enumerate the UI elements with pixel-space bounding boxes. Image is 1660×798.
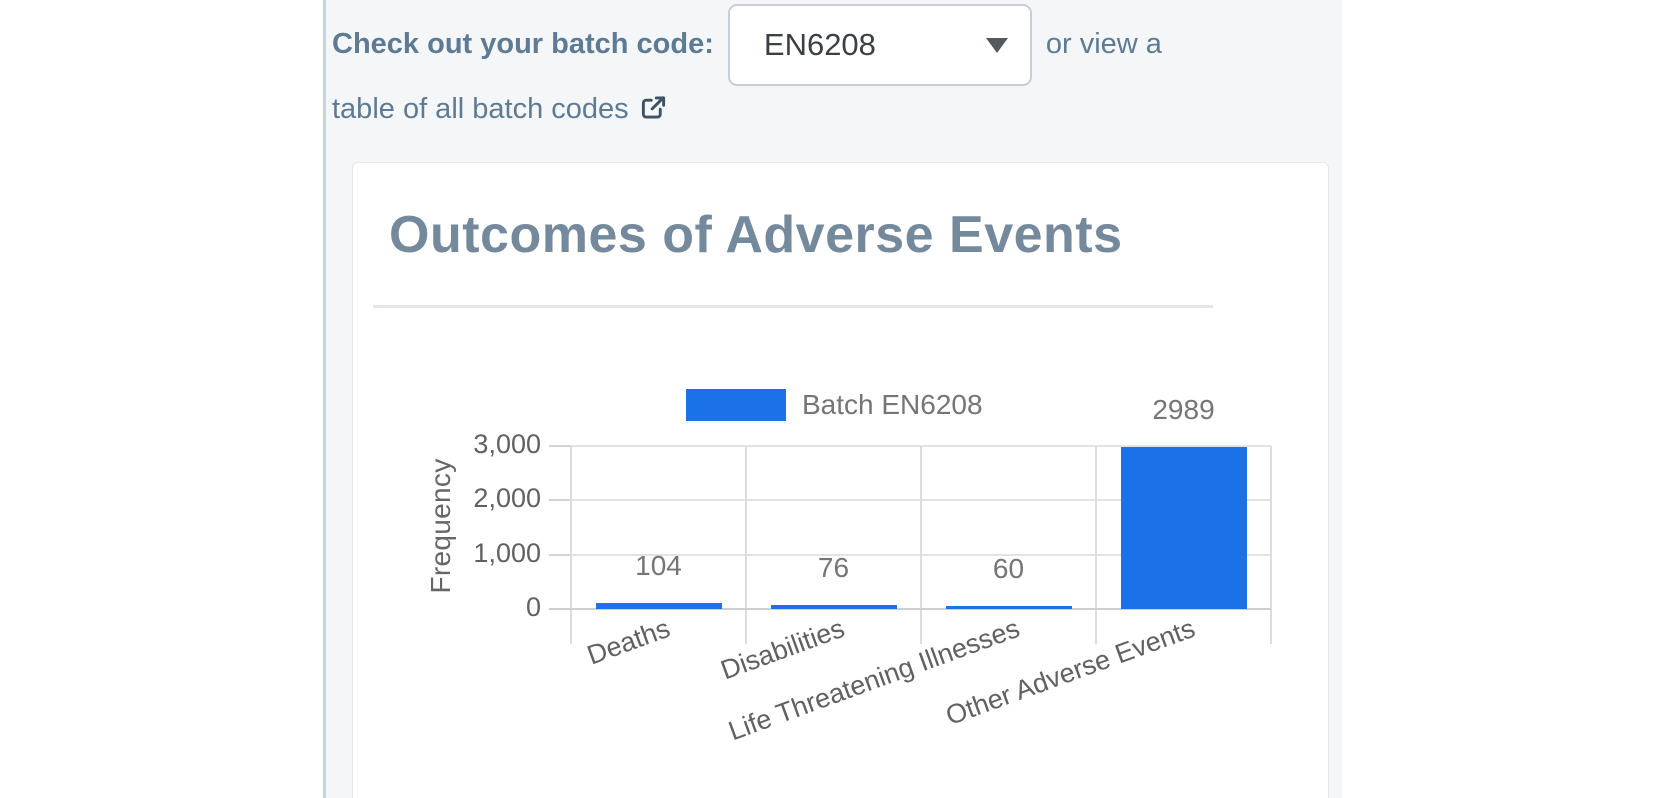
legend-label[interactable]: Batch EN6208: [802, 389, 983, 420]
y-tick-label-0: 0: [525, 592, 541, 622]
bar-deaths[interactable]: [595, 603, 722, 609]
x-axis-label-deaths: Deaths: [583, 613, 674, 671]
batch-codes-table-link[interactable]: table of all batch codes: [332, 92, 629, 125]
bar-value-label-life-threatening-illnesses: 60: [992, 552, 1025, 584]
bar-value-label-deaths: 104: [635, 550, 682, 582]
column-divider: [323, 0, 326, 798]
y-tick-label-2000: 2,000: [473, 483, 541, 514]
content-column: Check out your batch code: EN6208 or vie…: [326, 0, 1342, 798]
y-tick-mark-2000: [549, 499, 571, 502]
batch-code-select[interactable]: EN6208: [727, 4, 1032, 86]
x-axis-label-life-threatening-illnesses: Life Threatening Illnesses: [724, 613, 1024, 747]
batch-code-label: Check out your batch code:: [332, 27, 714, 60]
gridline-x-1: [745, 446, 747, 644]
gridline-x-3: [1095, 446, 1097, 644]
bar-value-label-disabilities: 76: [817, 551, 850, 583]
bar-life-threatening-illnesses[interactable]: [945, 605, 1072, 609]
bar-disabilities[interactable]: [770, 604, 897, 609]
batch-code-paragraph: Check out your batch code: EN6208 or vie…: [332, 0, 1162, 130]
external-link-icon[interactable]: [640, 94, 667, 121]
x-axis-label-disabilities: Disabilities: [717, 613, 849, 686]
batch-code-line1: Check out your batch code: EN6208 or vie…: [332, 0, 1162, 88]
dropdown-caret-icon: [985, 37, 1008, 53]
y-tick-label-3000: 3,000: [473, 429, 541, 459]
chart-title: Outcomes of Adverse Events: [389, 206, 1123, 264]
y-tick-mark-1000: [549, 553, 571, 556]
title-divider: [373, 305, 1213, 308]
batch-code-select-value: EN6208: [763, 27, 876, 62]
x-axis-line: [549, 608, 1271, 610]
gridline-x-0: [570, 446, 572, 644]
y-tick-mark-3000: [549, 445, 571, 447]
bar-value-label-other-adverse-events: 2989: [1152, 393, 1215, 425]
chart-card: Outcomes of Adverse Events Batch EN6208 …: [352, 162, 1329, 798]
bar-other-adverse-events[interactable]: [1120, 446, 1247, 609]
gridline-x-2: [920, 446, 922, 644]
gridline-x-4: [1270, 446, 1272, 644]
bar-chart: 0 1,000 2,000 3,000 104 Deaths 76 Disabilities 6…: [353, 163, 1328, 798]
batch-code-line2: table of all batch codes: [332, 88, 1162, 130]
y-tick-label-1000: 1,000: [473, 537, 541, 568]
batch-codes-link-part1[interactable]: or view a: [1045, 27, 1162, 60]
legend-swatch[interactable]: [686, 389, 786, 421]
